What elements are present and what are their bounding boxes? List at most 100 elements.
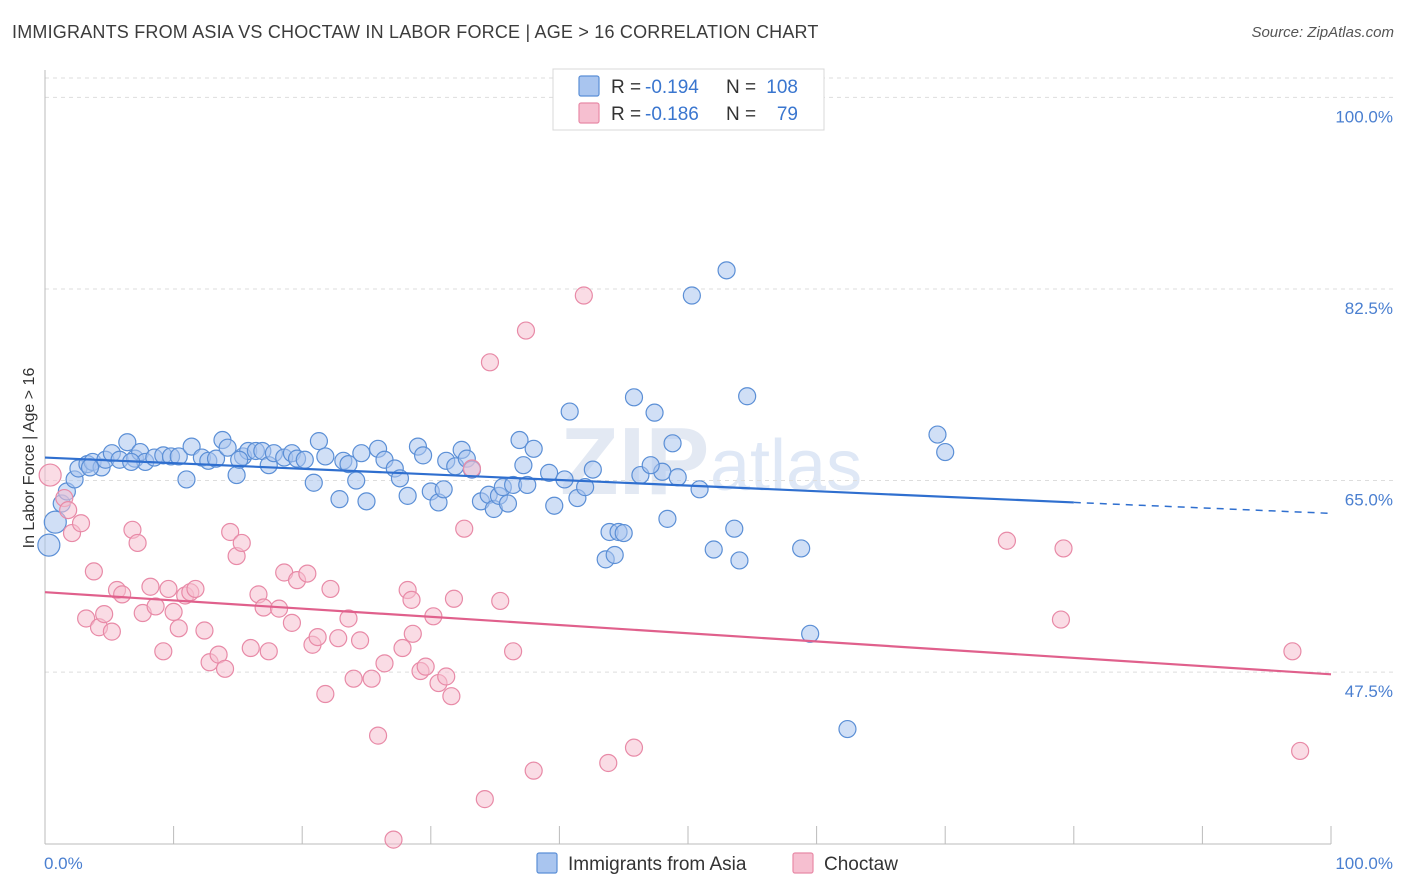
legend-n-label-asia: N = <box>726 77 756 98</box>
data-point-asia <box>545 496 564 515</box>
data-point-choctaw <box>215 659 235 678</box>
data-point-choctaw <box>71 514 91 533</box>
data-point-asia <box>37 533 61 557</box>
data-point-choctaw <box>574 286 593 305</box>
bottom-legend-swatch-choctaw <box>792 852 814 874</box>
data-point-asia <box>352 444 371 463</box>
trend-lines <box>44 456 1332 676</box>
y-tick-label: 65.0% <box>1345 491 1393 510</box>
data-point-asia <box>43 510 67 534</box>
data-point-choctaw <box>1051 610 1071 629</box>
data-point-asia <box>838 719 857 739</box>
data-point-asia <box>658 509 677 528</box>
bottom-legend-swatch-asia <box>536 852 558 874</box>
data-point-choctaw <box>159 579 178 599</box>
data-point-choctaw <box>298 564 317 583</box>
data-point-asia <box>304 473 323 492</box>
data-point-asia <box>230 450 249 469</box>
x-tick-labels: 0.0% 100.0% <box>44 854 1393 873</box>
data-point-choctaw <box>95 604 114 624</box>
data-point-asia <box>206 449 226 468</box>
data-point-choctaw <box>524 761 543 780</box>
data-point-choctaw <box>480 353 500 372</box>
data-point-asia <box>936 442 955 462</box>
data-point-asia <box>605 545 624 565</box>
data-point-asia <box>518 475 537 495</box>
data-point-choctaw <box>368 726 388 745</box>
data-point-asia <box>560 402 579 421</box>
data-point-asia <box>801 624 820 643</box>
data-point-choctaw <box>38 463 62 487</box>
data-point-choctaw <box>154 642 173 661</box>
series-choctaw-points <box>38 286 1310 849</box>
legend-r-label-choctaw: R = <box>611 104 641 125</box>
bottom-legend-label-asia: Immigrants from Asia <box>568 854 747 875</box>
data-point-choctaw <box>241 638 260 658</box>
data-point-asia <box>330 490 349 509</box>
data-point-choctaw <box>232 533 251 553</box>
data-point-asia <box>80 458 100 477</box>
data-point-asia <box>641 456 660 475</box>
data-point-choctaw <box>195 621 214 640</box>
data-point-choctaw <box>442 687 461 706</box>
data-point-choctaw <box>321 579 340 599</box>
data-point-choctaw <box>169 619 188 638</box>
data-point-asia <box>316 447 335 466</box>
data-point-choctaw <box>221 522 240 542</box>
data-point-asia <box>928 425 947 444</box>
data-point-choctaw <box>59 500 78 520</box>
data-point-choctaw <box>77 609 96 628</box>
data-point-asia <box>663 434 682 453</box>
data-point-asia <box>309 432 329 451</box>
data-point-asia <box>792 539 811 558</box>
data-point-choctaw <box>437 667 456 686</box>
data-point-choctaw <box>402 590 421 609</box>
data-point-asia <box>576 478 595 497</box>
data-point-choctaw <box>344 669 363 688</box>
data-point-asia <box>624 388 644 407</box>
data-point-asia <box>682 286 701 305</box>
data-point-asia <box>717 261 736 280</box>
data-point-choctaw <box>384 830 403 849</box>
data-point-choctaw <box>308 627 327 647</box>
data-point-asia <box>169 447 188 466</box>
data-point-choctaw <box>624 738 644 757</box>
data-point-asia <box>690 480 709 499</box>
data-point-choctaw <box>84 562 103 581</box>
data-point-choctaw <box>1283 642 1302 661</box>
legend-r-value-choctaw: -0.186 <box>645 104 699 125</box>
data-point-choctaw <box>316 684 335 704</box>
y-axis-label: In Labor Force | Age > 16 <box>21 368 38 549</box>
data-point-choctaw <box>186 579 205 599</box>
bottom-legend: Immigrants from Asia Choctaw <box>536 852 898 875</box>
y-tick-label: 47.5% <box>1345 682 1393 701</box>
legend-n-label-choctaw: N = <box>726 104 756 125</box>
data-point-choctaw <box>444 589 464 608</box>
data-point-choctaw <box>128 533 147 553</box>
data-point-asia <box>498 494 518 513</box>
data-point-asia <box>704 540 723 559</box>
data-point-choctaw <box>475 790 494 809</box>
data-point-asia <box>413 446 433 465</box>
data-point-choctaw <box>491 591 510 611</box>
data-point-asia <box>118 433 137 452</box>
data-point-choctaw <box>282 613 302 632</box>
data-point-asia <box>218 438 237 457</box>
data-point-choctaw <box>339 609 358 628</box>
legend-r-value-asia: -0.194 <box>645 77 699 98</box>
data-point-choctaw <box>141 577 160 596</box>
legend-swatch-asia <box>578 75 600 97</box>
axes <box>44 70 1332 845</box>
data-point-choctaw <box>462 459 482 478</box>
data-point-asia <box>614 523 633 543</box>
data-point-asia <box>434 480 453 499</box>
data-point-choctaw <box>416 657 435 676</box>
legend-swatch-choctaw <box>578 102 600 124</box>
x-tick-label-max: 100.0% <box>1335 854 1393 873</box>
data-point-asia <box>398 486 417 505</box>
data-point-choctaw <box>455 519 474 538</box>
data-point-asia <box>339 455 358 474</box>
y-tick-labels: 47.5% 65.0% 82.5% 100.0% <box>1335 107 1393 701</box>
data-point-asia <box>583 460 602 479</box>
